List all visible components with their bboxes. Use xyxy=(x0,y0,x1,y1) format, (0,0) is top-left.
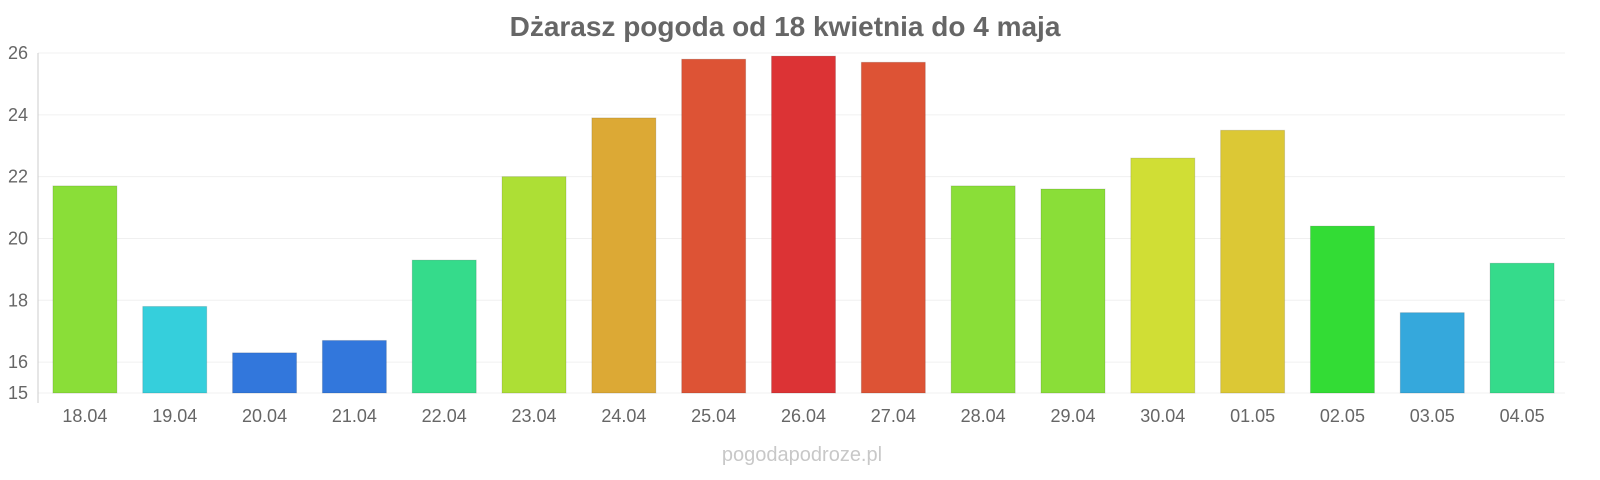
x-tick-label: 22.04 xyxy=(422,406,467,426)
x-tick-label: 21.04 xyxy=(332,406,377,426)
x-tick-label: 01.05 xyxy=(1230,406,1275,426)
bar: 23.04: 22 xyxy=(501,176,567,394)
y-tick-label: 16 xyxy=(8,352,28,372)
y-tick-label: 15 xyxy=(8,383,28,403)
bar: 26.04: 25.9 xyxy=(771,55,836,394)
chart-title: Dżarasz pogoda od 18 kwietnia do 4 maja xyxy=(510,11,1061,42)
x-tick-label: 20.04 xyxy=(242,406,287,426)
bar: 19.04: 17.8 xyxy=(142,305,208,394)
x-tick-label: 27.04 xyxy=(871,406,916,426)
watermark: pogodapodroze.pl xyxy=(722,444,882,466)
x-tick-label: 03.05 xyxy=(1410,406,1455,426)
x-tick-label: 30.04 xyxy=(1140,406,1185,426)
y-tick-label: 18 xyxy=(8,290,28,310)
bar: 29.04: 21.6 xyxy=(1040,188,1106,394)
x-tick-label: 26.04 xyxy=(781,406,826,426)
bar: 04.05: 19.2 xyxy=(1489,262,1555,394)
y-tick-label: 20 xyxy=(8,228,28,248)
bar: 02.05: 20.4 xyxy=(1309,225,1375,394)
y-tick-label: 24 xyxy=(8,105,28,125)
x-tick-label: 24.04 xyxy=(601,406,646,426)
bar: 20.04: 16.3 xyxy=(232,352,298,394)
bar: 25.04: 25.8 xyxy=(681,58,747,394)
bar: 22.04: 19.3 xyxy=(411,259,477,394)
bar: 27.04: 25.7 xyxy=(860,61,926,394)
x-tick-label: 29.04 xyxy=(1050,406,1095,426)
bar: 03.05: 17.6 xyxy=(1399,312,1465,394)
bar: 24.04: 23.9 xyxy=(591,117,657,394)
x-tick-label: 23.04 xyxy=(512,406,557,426)
y-tick-label: 26 xyxy=(8,43,28,63)
bar: 18.04: 21.7 xyxy=(52,185,118,394)
x-tick-label: 18.04 xyxy=(62,406,107,426)
x-tick-label: 02.05 xyxy=(1320,406,1365,426)
y-tick-label: 22 xyxy=(8,167,28,187)
bar: 30.04: 22.6 xyxy=(1130,157,1196,394)
bar: 21.04: 16.7 xyxy=(321,339,387,394)
x-tick-label: 28.04 xyxy=(961,406,1006,426)
x-tick-label: 25.04 xyxy=(691,406,736,426)
x-tick-label: 04.05 xyxy=(1500,406,1545,426)
bar: 01.05: 23.5 xyxy=(1220,129,1286,394)
x-tick-label: 19.04 xyxy=(152,406,197,426)
bar: 28.04: 21.7 xyxy=(950,185,1016,394)
